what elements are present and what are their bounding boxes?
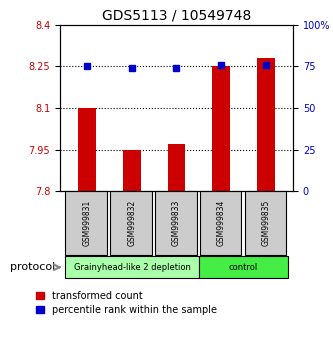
FancyBboxPatch shape [200, 191, 241, 255]
Bar [212, 66, 230, 191]
FancyBboxPatch shape [155, 191, 197, 255]
Text: GSM999833: GSM999833 [172, 200, 181, 246]
Legend: transformed count, percentile rank within the sample: transformed count, percentile rank withi… [37, 291, 217, 315]
FancyBboxPatch shape [199, 256, 288, 278]
Text: GSM999835: GSM999835 [262, 200, 271, 246]
FancyBboxPatch shape [110, 191, 152, 255]
Bar [123, 149, 141, 191]
FancyBboxPatch shape [65, 256, 199, 278]
Text: GSM999834: GSM999834 [217, 200, 226, 246]
Text: protocol: protocol [10, 262, 56, 272]
Bar [257, 58, 275, 191]
Bar [167, 144, 185, 191]
FancyBboxPatch shape [65, 191, 107, 255]
Text: control: control [229, 263, 258, 272]
Title: GDS5113 / 10549748: GDS5113 / 10549748 [102, 8, 251, 22]
Text: GSM999831: GSM999831 [82, 200, 91, 246]
Bar [78, 108, 96, 191]
Text: GSM999832: GSM999832 [127, 200, 136, 246]
FancyBboxPatch shape [245, 191, 286, 255]
Text: Grainyhead-like 2 depletion: Grainyhead-like 2 depletion [74, 263, 190, 272]
